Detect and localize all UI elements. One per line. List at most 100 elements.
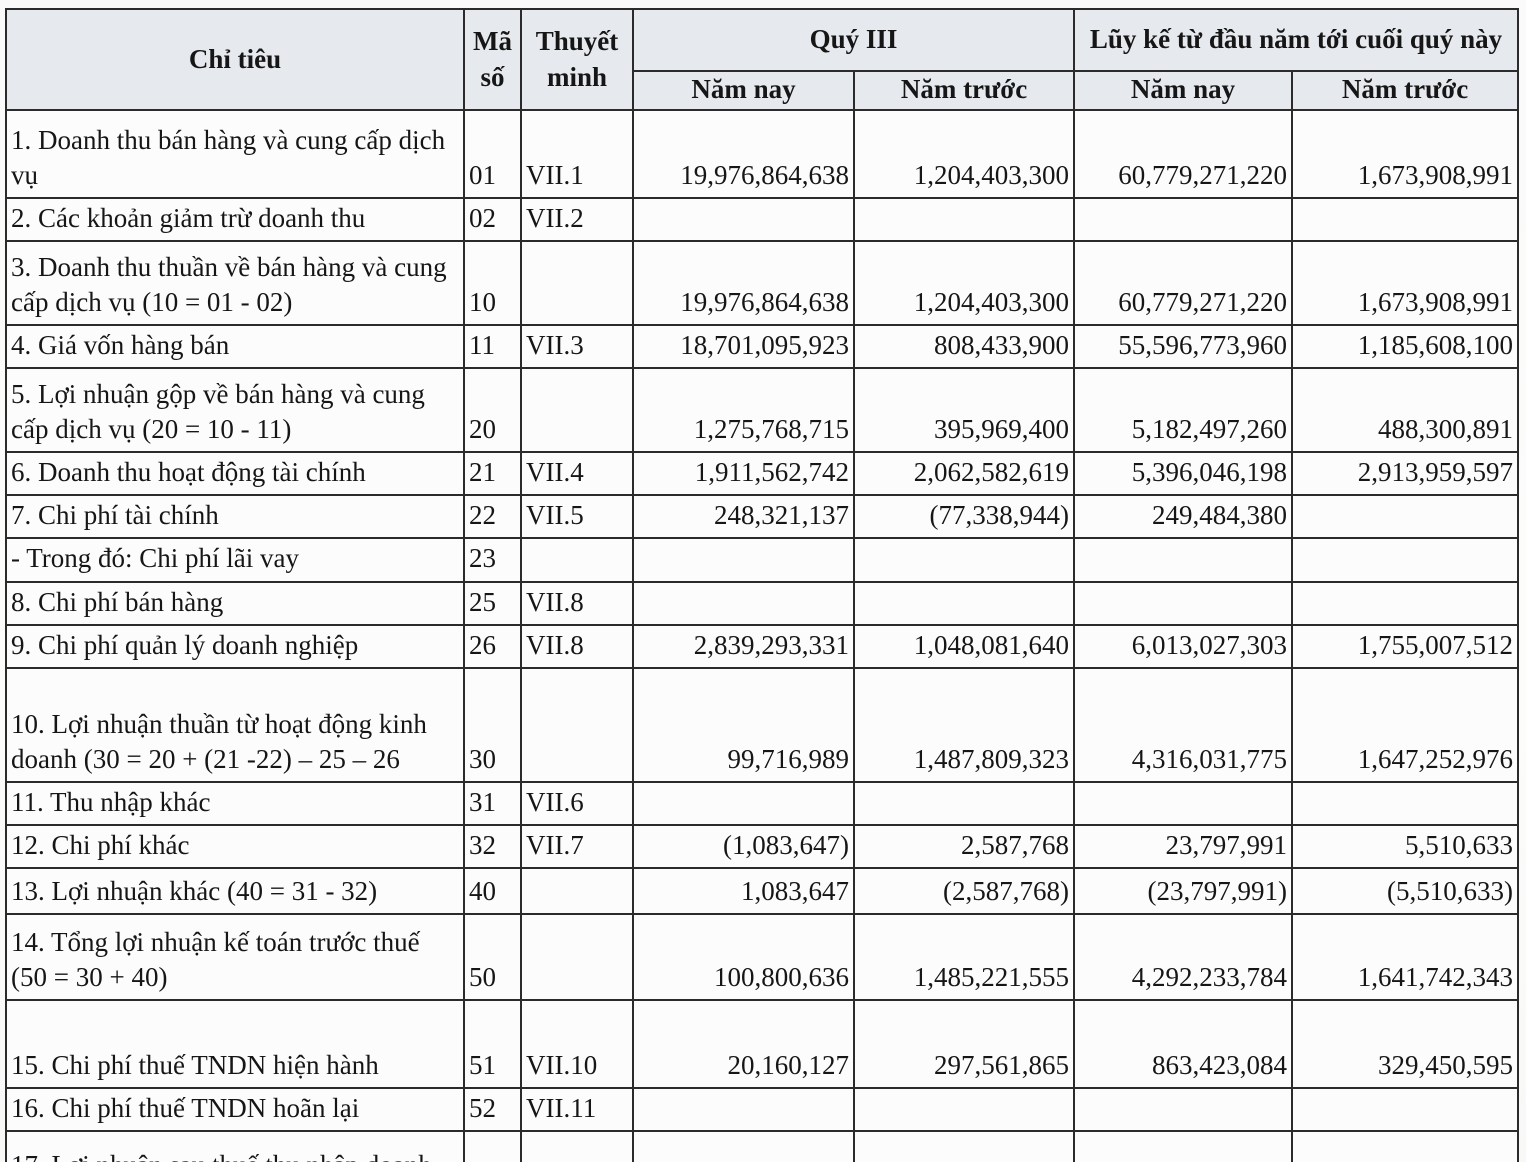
row-code-cell: 31 xyxy=(463,780,522,826)
cell-ytd-prior-year: 5,510,633 xyxy=(1291,823,1520,869)
cell-q3-prior-year: 1,204,403,300 xyxy=(852,240,1076,327)
table-row: - Trong đó: Chi phí lãi vay 23 xyxy=(5,537,1520,583)
row-label-cell: 6. Doanh thu hoạt động tài chính xyxy=(5,451,465,497)
row-note-cell: VII.8 xyxy=(520,623,634,669)
header-ytd-this-year: Năm nay xyxy=(1073,69,1294,112)
row-note-cell: VII.10 xyxy=(520,998,634,1089)
cell-q3-prior-year: 1,485,221,555 xyxy=(852,912,1076,1001)
cell-q3-this-year xyxy=(632,537,855,583)
table-row: 8. Chi phí bán hàng 25 VII.8 xyxy=(5,580,1520,626)
table-row: 15. Chi phí thuế TNDN hiện hành 51 VII.10 2… xyxy=(5,998,1520,1089)
table-row: 7. Chi phí tài chính 22 VII.5 248,321,137 (7… xyxy=(5,494,1520,540)
cell-q3-this-year: 99,716,989 xyxy=(632,666,855,783)
row-label-cell: 13. Lợi nhuận khác (40 = 31 - 32) xyxy=(5,866,465,915)
cell-ytd-this-year: 60,779,271,220 xyxy=(1073,109,1294,200)
row-note-cell xyxy=(520,537,634,583)
row-note-cell xyxy=(520,912,634,1001)
cell-q3-prior-year: 1,204,403,300 xyxy=(852,109,1076,200)
table-row: 9. Chi phí quản lý doanh nghiệp 26 VII.8 2,… xyxy=(5,623,1520,669)
row-label-cell: 14. Tổng lợi nhuận kế toán trước thuế (5… xyxy=(5,912,465,1001)
cell-q3-this-year xyxy=(632,197,855,243)
cell-ytd-prior-year: 1,185,608,100 xyxy=(1291,324,1520,370)
cell-ytd-this-year: 23,797,991 xyxy=(1073,823,1294,869)
cell-ytd-this-year: 863,423,084 xyxy=(1073,998,1294,1089)
cell-q3-prior-year: 2,587,768 xyxy=(852,823,1076,869)
cell-ytd-prior-year: 1,647,252,976 xyxy=(1291,666,1520,783)
table-header: Chỉ tiêu Mã số Thuyết minh Quý III Lũy k… xyxy=(5,7,1520,112)
table-row: 6. Doanh thu hoạt động tài chính 21 VII.4 1… xyxy=(5,451,1520,497)
row-note-cell xyxy=(520,866,634,915)
header-ytd-prior-year: Năm trước xyxy=(1291,69,1520,112)
row-code-cell: 02 xyxy=(463,197,522,243)
cell-ytd-this-year: 5,182,497,260 xyxy=(1073,367,1294,454)
cell-q3-this-year: 100,800,636 xyxy=(632,912,855,1001)
cell-ytd-prior-year: 488,300,891 xyxy=(1291,367,1520,454)
cell-ytd-this-year: 4,316,031,775 xyxy=(1073,666,1294,783)
cell-q3-this-year: 248,321,137 xyxy=(632,494,855,540)
header-code: Mã số xyxy=(463,7,522,112)
table-body: 1. Doanh thu bán hàng và cung cấp dịch v… xyxy=(5,109,1520,1162)
row-label-cell: 1. Doanh thu bán hàng và cung cấp dịch v… xyxy=(5,109,465,200)
cell-ytd-prior-year: 1,312,291,748 xyxy=(1291,1130,1520,1162)
row-code-cell: 40 xyxy=(463,866,522,915)
row-label-cell: 15. Chi phí thuế TNDN hiện hành xyxy=(5,998,465,1089)
cell-q3-prior-year: 2,062,582,619 xyxy=(852,451,1076,497)
table-row: 13. Lợi nhuận khác (40 = 31 - 32) 40 1,083… xyxy=(5,866,1520,915)
row-label-cell: 12. Chi phí khác xyxy=(5,823,465,869)
header-criteria: Chỉ tiêu xyxy=(5,7,465,112)
table-row: 17. Lợi nhuận sau thuế thu nhập doanh ng… xyxy=(5,1130,1520,1162)
row-note-cell xyxy=(520,666,634,783)
cell-q3-prior-year: 808,433,900 xyxy=(852,324,1076,370)
row-note-cell: VII.4 xyxy=(520,451,634,497)
cell-ytd-this-year xyxy=(1073,1086,1294,1133)
cell-q3-prior-year xyxy=(852,537,1076,583)
row-code-cell: 10 xyxy=(463,240,522,327)
row-label-cell: 16. Chi phí thuế TNDN hoãn lại xyxy=(5,1086,465,1133)
cell-q3-prior-year xyxy=(852,197,1076,243)
income-statement-table: Chỉ tiêu Mã số Thuyết minh Quý III Lũy k… xyxy=(5,7,1520,1162)
table-row: 14. Tổng lợi nhuận kế toán trước thuế (5… xyxy=(5,912,1520,1001)
row-label-cell: 4. Giá vốn hàng bán xyxy=(5,324,465,370)
row-note-cell: VII.6 xyxy=(520,780,634,826)
cell-q3-this-year xyxy=(632,1086,855,1133)
row-label-cell: 11. Thu nhập khác xyxy=(5,780,465,826)
row-label-cell: 8. Chi phí bán hàng xyxy=(5,580,465,626)
row-label-cell: 9. Chi phí quản lý doanh nghiệp xyxy=(5,623,465,669)
row-note-cell: VII.3 xyxy=(520,324,634,370)
cell-ytd-this-year xyxy=(1073,537,1294,583)
table-row: 11. Thu nhập khác 31 VII.6 xyxy=(5,780,1520,826)
cell-q3-prior-year xyxy=(852,780,1076,826)
cell-q3-prior-year: 1,187,659,690 xyxy=(852,1130,1076,1162)
cell-ytd-this-year: (23,797,991) xyxy=(1073,866,1294,915)
row-note-cell: VII.7 xyxy=(520,823,634,869)
row-code-cell: 22 xyxy=(463,494,522,540)
cell-ytd-prior-year: (5,510,633) xyxy=(1291,866,1520,915)
cell-ytd-prior-year: 1,641,742,343 xyxy=(1291,912,1520,1001)
row-label-cell: - Trong đó: Chi phí lãi vay xyxy=(5,537,465,583)
table-row: 5. Lợi nhuận gộp về bán hàng và cung cấp… xyxy=(5,367,1520,454)
cell-q3-this-year: 80,640,509 xyxy=(632,1130,855,1162)
row-note-cell: VII.8 xyxy=(520,580,634,626)
cell-ytd-this-year: 55,596,773,960 xyxy=(1073,324,1294,370)
cell-q3-this-year: (1,083,647) xyxy=(632,823,855,869)
cell-ytd-prior-year xyxy=(1291,1086,1520,1133)
cell-q3-this-year: 18,701,095,923 xyxy=(632,324,855,370)
cell-q3-prior-year: 395,969,400 xyxy=(852,367,1076,454)
cell-ytd-this-year xyxy=(1073,780,1294,826)
cell-q3-this-year: 19,976,864,638 xyxy=(632,240,855,327)
cell-q3-this-year xyxy=(632,580,855,626)
row-code-cell: 32 xyxy=(463,823,522,869)
row-code-cell: 25 xyxy=(463,580,522,626)
table-row: 4. Giá vốn hàng bán 11 VII.3 18,701,095,923… xyxy=(5,324,1520,370)
row-note-cell: VII.2 xyxy=(520,197,634,243)
cell-ytd-this-year: 60,779,271,220 xyxy=(1073,240,1294,327)
cell-q3-this-year: 1,911,562,742 xyxy=(632,451,855,497)
header-note: Thuyết minh xyxy=(520,7,634,112)
cell-q3-prior-year: 297,561,865 xyxy=(852,998,1076,1089)
row-label-cell: 7. Chi phí tài chính xyxy=(5,494,465,540)
row-code-cell: 21 xyxy=(463,451,522,497)
table-row: 3. Doanh thu thuần về bán hàng và cung c… xyxy=(5,240,1520,327)
cell-q3-this-year: 1,083,647 xyxy=(632,866,855,915)
table-row: 1. Doanh thu bán hàng và cung cấp dịch v… xyxy=(5,109,1520,200)
cell-ytd-this-year: 5,396,046,198 xyxy=(1073,451,1294,497)
